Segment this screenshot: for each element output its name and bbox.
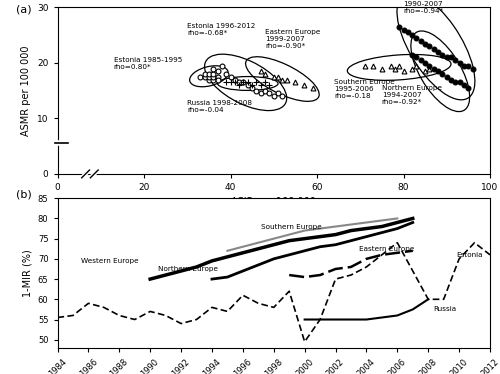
- Text: Russia 1998-2008
rho=-0.04: Russia 1998-2008 rho=-0.04: [187, 100, 252, 113]
- Text: Western Europe: Western Europe: [80, 258, 138, 264]
- Text: Eastern Europe
1999-2007
rho=-0.90*: Eastern Europe 1999-2007 rho=-0.90*: [265, 29, 320, 49]
- Text: Estonia 1985-1995
rho=0.80*: Estonia 1985-1995 rho=0.80*: [114, 56, 182, 70]
- Y-axis label: ASMR per 100 000: ASMR per 100 000: [22, 46, 32, 136]
- Text: Russia: Russia: [433, 306, 456, 312]
- Text: Estonia: Estonia: [456, 252, 482, 258]
- Text: (a): (a): [16, 4, 32, 14]
- Text: Estonia 1996-2012
rho=-0.68*: Estonia 1996-2012 rho=-0.68*: [187, 23, 256, 36]
- Text: Southern Europe: Southern Europe: [262, 224, 322, 230]
- Text: Western Europe
1990-2007
rho=-0.94*: Western Europe 1990-2007 rho=-0.94*: [404, 0, 461, 14]
- Text: Northern Europe
1994-2007
rho=-0.92*: Northern Europe 1994-2007 rho=-0.92*: [382, 85, 442, 105]
- Text: (b): (b): [16, 189, 32, 199]
- Text: Northern Europe: Northern Europe: [158, 266, 218, 272]
- X-axis label: ASIR per 100 000: ASIR per 100 000: [232, 197, 316, 208]
- Text: Southern Europe
1995-2006
rho=-0.18: Southern Europe 1995-2006 rho=-0.18: [334, 79, 395, 99]
- Text: Eastern Europe: Eastern Europe: [358, 246, 414, 252]
- Y-axis label: 1-MIR (%): 1-MIR (%): [22, 249, 32, 297]
